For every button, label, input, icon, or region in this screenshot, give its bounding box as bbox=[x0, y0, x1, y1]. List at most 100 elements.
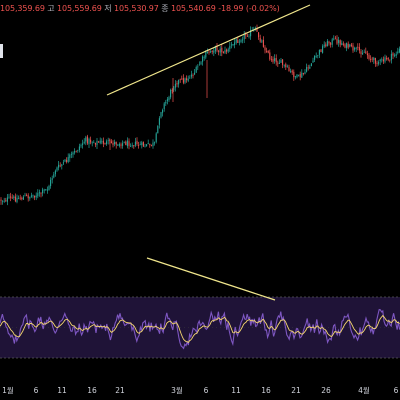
candle-body bbox=[67, 157, 69, 162]
candle-body bbox=[365, 51, 367, 54]
candle-body bbox=[323, 44, 325, 47]
candle-body bbox=[349, 44, 351, 47]
candle-body bbox=[307, 67, 309, 69]
candle-body bbox=[11, 197, 13, 199]
price-panel[interactable] bbox=[0, 0, 400, 252]
candle-body bbox=[123, 141, 125, 143]
flag-icon[interactable] bbox=[0, 44, 3, 58]
candle-body bbox=[78, 146, 80, 150]
time-axis-tick: 11 bbox=[231, 386, 241, 395]
candle-body bbox=[338, 39, 340, 43]
candle-body bbox=[283, 64, 285, 66]
candle-body bbox=[302, 72, 304, 74]
candle-body bbox=[54, 170, 56, 175]
candle-body bbox=[304, 72, 306, 74]
candle-body bbox=[24, 195, 26, 197]
candle-body bbox=[50, 179, 52, 187]
candle-body bbox=[333, 38, 335, 40]
candle-body bbox=[122, 143, 124, 146]
candle-body bbox=[382, 59, 384, 62]
candle-body bbox=[26, 195, 28, 196]
candle-body bbox=[198, 64, 200, 66]
candle-body bbox=[69, 154, 71, 158]
candle-body bbox=[13, 196, 15, 198]
candle-body bbox=[165, 101, 167, 104]
candle-body bbox=[330, 43, 332, 45]
candle-body bbox=[160, 112, 162, 118]
candle-body bbox=[128, 141, 130, 146]
candle-body bbox=[3, 200, 5, 202]
candle-body bbox=[179, 79, 181, 80]
candle-body bbox=[29, 196, 31, 199]
candle-body bbox=[200, 62, 202, 64]
candle-body bbox=[317, 55, 319, 56]
candle-body bbox=[72, 152, 74, 155]
time-axis[interactable]: 1월 6 11 16 21 3월 6 11 16 21 26 4월 6 bbox=[0, 380, 400, 400]
candle-body bbox=[170, 89, 172, 98]
candle-body bbox=[373, 57, 375, 61]
candle-body bbox=[222, 51, 224, 53]
candle-body bbox=[158, 118, 160, 125]
candle-body bbox=[336, 38, 338, 44]
candle-body bbox=[45, 189, 47, 190]
candle-body bbox=[366, 53, 368, 56]
candle-body bbox=[310, 63, 312, 66]
candle-body bbox=[168, 97, 170, 101]
time-axis-tick: 16 bbox=[261, 386, 271, 395]
candle-body bbox=[125, 141, 127, 146]
candle-body bbox=[46, 189, 48, 191]
rsi-panel[interactable] bbox=[0, 255, 400, 375]
candle-body bbox=[131, 145, 133, 147]
candle-body bbox=[187, 78, 189, 81]
candle-body bbox=[344, 44, 346, 48]
rsi-ma-line bbox=[0, 314, 400, 343]
candle-body bbox=[226, 49, 228, 52]
candle-body bbox=[237, 40, 239, 43]
candle-body bbox=[234, 42, 236, 45]
candle-body bbox=[166, 99, 168, 101]
candle-body bbox=[248, 35, 250, 37]
candle-body bbox=[139, 144, 141, 146]
candle-body bbox=[213, 50, 215, 53]
candle-body bbox=[246, 35, 248, 37]
candle-body bbox=[293, 71, 295, 78]
candle-body bbox=[43, 189, 45, 191]
candle-body bbox=[104, 143, 106, 145]
candle-body bbox=[114, 141, 116, 145]
candle-body bbox=[94, 142, 96, 145]
candle-body bbox=[230, 44, 232, 46]
candle-body bbox=[18, 198, 20, 200]
candle-body bbox=[147, 142, 149, 144]
candle-body bbox=[21, 198, 23, 199]
candle-body bbox=[360, 51, 362, 55]
time-axis-tick: 16 bbox=[87, 386, 97, 395]
candle-body bbox=[197, 66, 199, 68]
open-value: 105,359.69 bbox=[0, 4, 45, 13]
candle-body bbox=[275, 58, 277, 63]
candle-body bbox=[202, 56, 204, 62]
candle-body bbox=[339, 40, 341, 45]
candle-body bbox=[290, 70, 292, 72]
rsi-trendline bbox=[146, 257, 276, 301]
candle-body bbox=[285, 64, 287, 68]
candle-body bbox=[194, 72, 196, 75]
candle-body bbox=[278, 62, 280, 64]
candle-body bbox=[2, 200, 4, 202]
candle-body bbox=[296, 74, 298, 78]
time-axis-tick: 4월 bbox=[358, 385, 370, 395]
candle-body bbox=[286, 66, 288, 68]
candle-body bbox=[262, 39, 264, 47]
candle-body bbox=[362, 52, 364, 55]
candle-body bbox=[258, 32, 260, 38]
candle-body bbox=[155, 133, 157, 142]
candle-body bbox=[171, 89, 173, 91]
candle-body bbox=[5, 200, 7, 202]
candle-body bbox=[218, 50, 220, 52]
candle-body bbox=[19, 197, 21, 199]
candle-body bbox=[6, 197, 8, 202]
candle-body bbox=[70, 153, 72, 155]
candle-body bbox=[354, 47, 356, 50]
candle-body bbox=[270, 58, 272, 60]
time-axis-tick: 26 bbox=[321, 386, 331, 395]
